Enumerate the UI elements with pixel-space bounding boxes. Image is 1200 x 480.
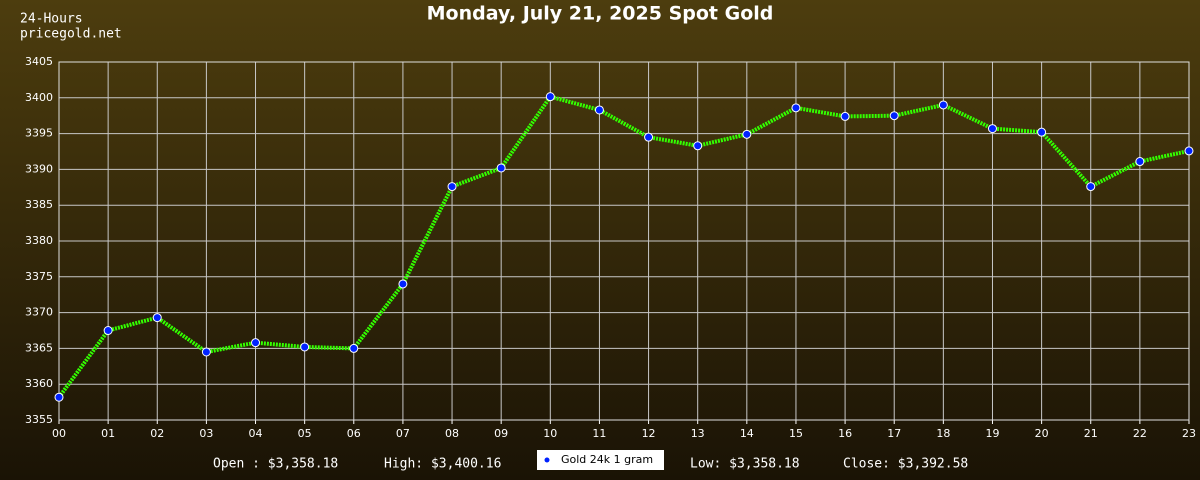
data-point <box>349 343 359 353</box>
y-tick-label: 3395 <box>25 127 53 140</box>
data-point <box>987 124 997 134</box>
x-tick-label: 00 <box>52 427 66 440</box>
x-tick-label: 23 <box>1182 427 1196 440</box>
data-point <box>1135 157 1145 167</box>
y-tick-label: 3375 <box>25 270 53 283</box>
y-tick-label: 3365 <box>25 341 53 354</box>
x-tick-label: 20 <box>1035 427 1049 440</box>
x-tick-label: 22 <box>1133 427 1147 440</box>
data-point <box>152 313 162 323</box>
y-tick-label: 3380 <box>25 234 53 247</box>
legend-marker <box>544 457 550 463</box>
y-tick-label: 3370 <box>25 306 53 319</box>
x-tick-label: 02 <box>150 427 164 440</box>
data-point <box>447 182 457 192</box>
x-tick-label: 17 <box>887 427 901 440</box>
plot-frame <box>58 61 1190 421</box>
open-stat: Open : $3,358.18 <box>213 457 338 472</box>
legend-box <box>537 450 664 470</box>
x-tick-label: 19 <box>985 427 999 440</box>
x-tick-label: 09 <box>494 427 508 440</box>
data-point <box>1086 182 1096 192</box>
x-tick-label: 07 <box>396 427 410 440</box>
data-point <box>742 129 752 139</box>
y-tick-label: 3405 <box>25 55 53 68</box>
x-tick-label: 08 <box>445 427 459 440</box>
x-tick-label: 05 <box>298 427 312 440</box>
x-tick-label: 14 <box>740 427 754 440</box>
data-point <box>840 111 850 121</box>
data-point <box>496 163 506 173</box>
x-tick-label: 12 <box>642 427 656 440</box>
site-label: pricegold.net <box>20 27 122 42</box>
y-tick-label: 3390 <box>25 162 53 175</box>
data-line <box>57 94 1190 399</box>
x-tick-label: 01 <box>101 427 115 440</box>
data-point <box>594 105 604 115</box>
data-point <box>251 338 261 348</box>
x-tick-label: 13 <box>691 427 705 440</box>
data-point <box>300 342 310 352</box>
high-stat: High: $3,400.16 <box>384 457 501 472</box>
low-stat: Low: $3,358.18 <box>690 457 800 472</box>
x-tick-label: 15 <box>789 427 803 440</box>
data-point <box>398 279 408 289</box>
data-point <box>644 132 654 142</box>
period-label: 24-Hours <box>20 12 83 27</box>
y-tick-label: 3385 <box>25 198 53 211</box>
x-tick-label: 18 <box>936 427 950 440</box>
data-point <box>693 141 703 151</box>
y-tick-label: 3400 <box>25 91 53 104</box>
y-tick-label: 3355 <box>25 413 53 426</box>
data-point <box>201 347 211 357</box>
x-tick-label: 10 <box>543 427 557 440</box>
x-tick-label: 03 <box>199 427 213 440</box>
x-tick-label: 16 <box>838 427 852 440</box>
data-point <box>103 326 113 335</box>
y-tick-label: 3360 <box>25 377 53 390</box>
data-point <box>938 100 948 110</box>
x-tick-label: 21 <box>1084 427 1098 440</box>
x-tick-label: 04 <box>249 427 263 440</box>
data-point <box>889 111 899 121</box>
x-tick-label: 06 <box>347 427 361 440</box>
data-point <box>54 392 64 402</box>
data-point <box>545 92 555 102</box>
legend-label: Gold 24k 1 gram <box>561 453 653 466</box>
close-stat: Close: $3,392.58 <box>843 457 968 472</box>
chart-title: Monday, July 21, 2025 Spot Gold <box>427 3 774 25</box>
data-point <box>1037 127 1047 137</box>
data-point <box>1184 146 1194 156</box>
data-point <box>791 103 801 113</box>
x-tick-label: 11 <box>592 427 606 440</box>
